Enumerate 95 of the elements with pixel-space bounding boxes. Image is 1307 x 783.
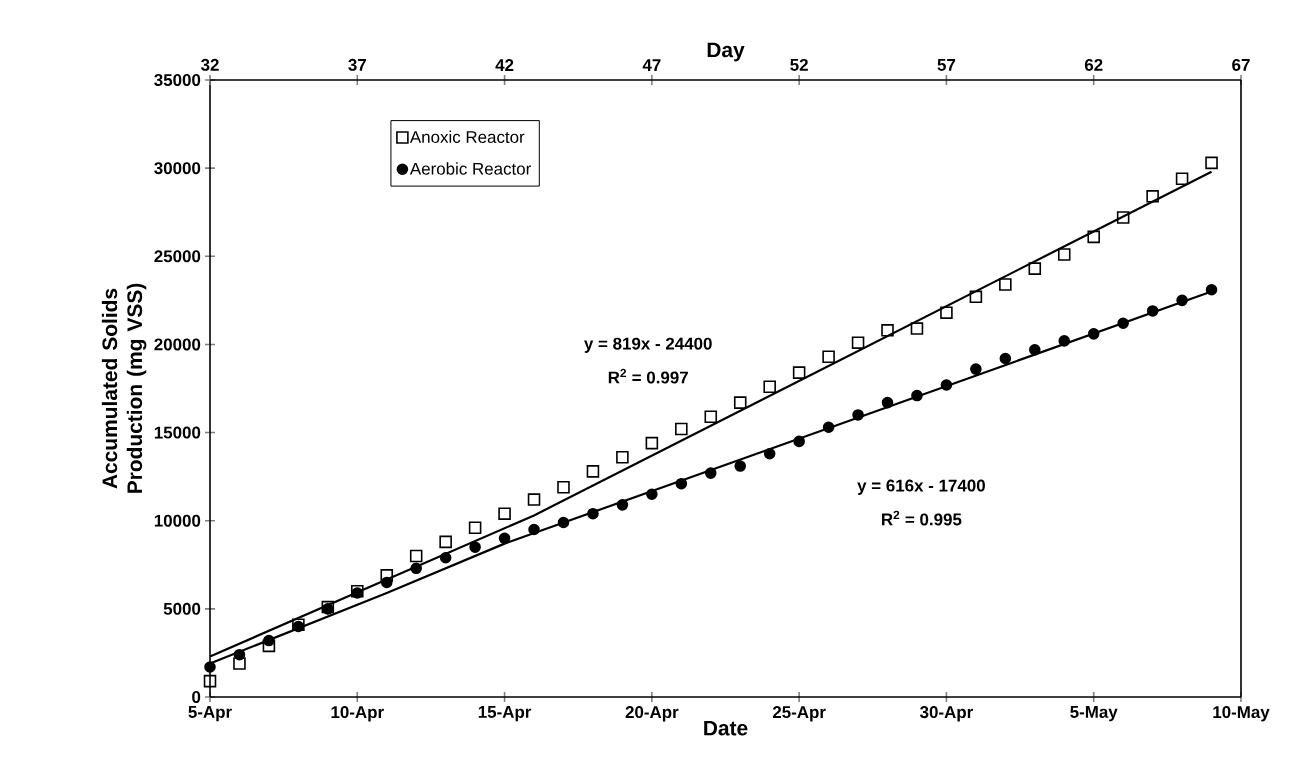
point — [1205, 284, 1218, 296]
point — [704, 467, 717, 479]
point — [911, 389, 923, 402]
point — [409, 549, 423, 563]
x2-axis-title: Day — [707, 42, 745, 62]
point — [1175, 172, 1189, 185]
point — [675, 422, 688, 436]
point — [1057, 248, 1071, 261]
legend-label: Aerobic Reactor — [409, 162, 531, 175]
point — [1087, 230, 1100, 244]
point — [646, 488, 658, 501]
point — [1116, 211, 1130, 224]
point — [852, 409, 864, 421]
point — [999, 278, 1012, 291]
point — [734, 460, 747, 472]
x2-tick-label: 67 — [1232, 58, 1250, 71]
point — [263, 634, 275, 647]
point — [439, 551, 452, 564]
x-tick-label: 5-Apr — [188, 706, 232, 722]
y-tick-label: 25000 — [154, 250, 201, 263]
point — [1117, 317, 1129, 330]
point — [910, 322, 924, 335]
point — [557, 516, 570, 529]
point — [1176, 294, 1188, 307]
point — [940, 379, 953, 391]
point — [881, 324, 894, 337]
x-tick-label: 10-Apr — [331, 706, 384, 722]
y-tick-label: 15000 — [154, 426, 201, 439]
y-tick-label: 20000 — [154, 338, 201, 351]
point — [528, 523, 540, 536]
point — [851, 336, 865, 349]
point — [1146, 190, 1159, 203]
x-tick-label: 5-May — [1070, 706, 1118, 722]
point — [586, 465, 600, 478]
annotation: y = 819x - 24400 — [584, 337, 712, 353]
point — [675, 477, 688, 490]
x-tick-label: 25-Apr — [772, 706, 826, 722]
x-tick-label: 30-Apr — [919, 706, 973, 722]
x-tick-label: 15-Apr — [478, 706, 532, 722]
point — [969, 290, 983, 304]
point — [616, 499, 629, 511]
point — [498, 507, 511, 520]
point — [233, 648, 246, 661]
legend-label: Anoxic Reactor — [409, 130, 525, 144]
point — [380, 576, 393, 589]
annotation: R$^{2}$ = 0.997 — [608, 368, 688, 384]
x2-tick-label: 32 — [200, 58, 219, 71]
point — [1087, 328, 1100, 340]
y-tick-label: 30000 — [154, 162, 201, 175]
y-tick-label: 0 — [192, 691, 201, 703]
point — [733, 396, 747, 409]
point — [940, 306, 953, 319]
point — [527, 493, 541, 506]
point — [204, 661, 216, 673]
y-tick-label: 10000 — [154, 514, 201, 527]
annotation: R$^{2}$ = 0.995 — [882, 510, 962, 526]
point — [763, 380, 776, 394]
y-tick-label: 5000 — [163, 602, 201, 615]
point — [469, 541, 481, 553]
point — [881, 396, 894, 409]
point — [587, 507, 599, 520]
x2-tick-label: 42 — [495, 59, 514, 71]
point — [1058, 335, 1071, 347]
point — [203, 674, 217, 688]
point — [999, 352, 1012, 365]
point — [645, 436, 659, 450]
point — [439, 535, 452, 549]
point — [468, 521, 482, 535]
point — [822, 421, 835, 434]
annotation: y = 616x - 17400 — [857, 479, 985, 495]
x-tick-label: 10-May — [1213, 706, 1270, 722]
point — [704, 410, 718, 423]
y-tick-label: 35000 — [154, 73, 201, 86]
point — [1028, 262, 1042, 275]
point — [410, 562, 422, 575]
x2-tick-label: 57 — [937, 59, 956, 71]
point — [822, 350, 835, 364]
x-axis-title: Date — [704, 720, 748, 736]
point — [792, 366, 806, 379]
x-tick-label: 20-Apr — [625, 706, 679, 722]
point — [970, 363, 982, 375]
y-axis-title: Accumulated Solids Production (mg VSS) — [101, 283, 147, 493]
point — [1029, 343, 1041, 356]
point — [616, 450, 629, 464]
x2-tick-label: 52 — [790, 58, 808, 71]
x2-tick-label: 62 — [1084, 58, 1103, 71]
point — [793, 435, 805, 448]
x2-tick-label: 47 — [642, 59, 661, 71]
point — [262, 639, 276, 653]
point — [1146, 305, 1159, 317]
point — [763, 447, 776, 460]
point — [1205, 156, 1218, 170]
point — [498, 532, 511, 545]
x2-tick-label: 37 — [348, 58, 366, 71]
point — [557, 480, 570, 494]
